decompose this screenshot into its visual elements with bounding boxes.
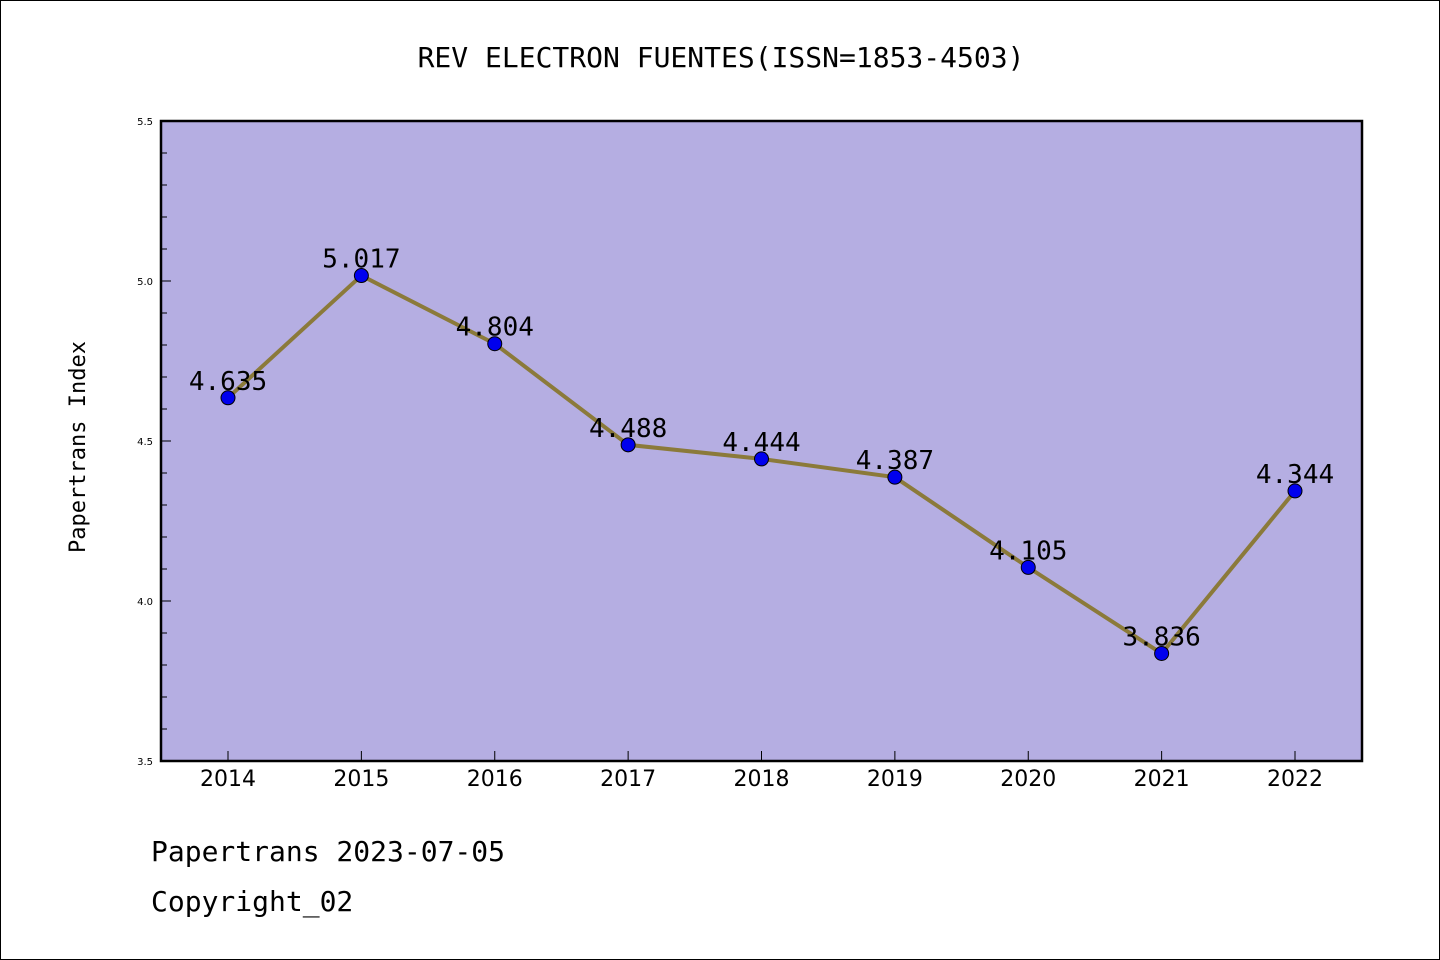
data-label: 4.387 <box>856 446 934 476</box>
data-label: 4.105 <box>989 536 1067 566</box>
footer-copyright: Copyright_02 <box>151 885 354 918</box>
data-point <box>887 469 903 485</box>
y-tick-label: 4.0 <box>137 597 153 608</box>
y-tick-label: 3.5 <box>137 757 153 768</box>
x-tick-label: 2022 <box>1267 767 1323 792</box>
data-point <box>487 336 503 352</box>
x-tick-label: 2016 <box>467 767 523 792</box>
chart-title: REV ELECTRON FUENTES(ISSN=1853-4503) <box>418 41 1025 74</box>
data-label: 4.804 <box>456 313 534 343</box>
x-tick-label: 2015 <box>333 767 389 792</box>
data-point <box>353 268 369 284</box>
x-tick-label: 2021 <box>1134 767 1190 792</box>
data-labels: 4.635 5.017 4.804 4.488 4.444 4.387 4.105 3.836… <box>189 245 1334 653</box>
data-markers <box>220 268 1303 661</box>
data-point <box>1020 559 1036 575</box>
data-label: 4.444 <box>722 428 800 458</box>
data-label: 3.836 <box>1122 622 1200 652</box>
y-tick-label: 5.5 <box>137 117 153 128</box>
x-tick-label: 2019 <box>867 767 923 792</box>
data-point <box>220 390 236 406</box>
y-tick-label: 5.0 <box>137 277 153 288</box>
x-tick-label: 2020 <box>1000 767 1056 792</box>
data-point <box>620 437 636 453</box>
data-point <box>754 451 769 467</box>
footer-date: Papertrans 2023-07-05 <box>151 835 506 868</box>
x-tick-label: 2017 <box>600 767 656 792</box>
data-label: 4.344 <box>1256 460 1334 490</box>
data-label: 5.017 <box>322 245 400 275</box>
x-axis-ticks: 2014 2015 2016 2017 2018 2019 2020 2021 2022 <box>200 751 1323 792</box>
data-point <box>1154 645 1170 661</box>
y-tick-label: 4.5 <box>137 437 153 448</box>
y-axis-ticks: 3.5 4.0 4.5 5.0 5.5 <box>137 117 171 768</box>
data-point <box>1287 483 1303 499</box>
data-label: 4.488 <box>589 414 667 444</box>
data-label: 4.635 <box>189 367 267 397</box>
x-tick-label: 2014 <box>200 767 256 792</box>
x-tick-label: 2018 <box>734 767 790 792</box>
y-axis-label: Papertrans Index <box>66 341 91 553</box>
